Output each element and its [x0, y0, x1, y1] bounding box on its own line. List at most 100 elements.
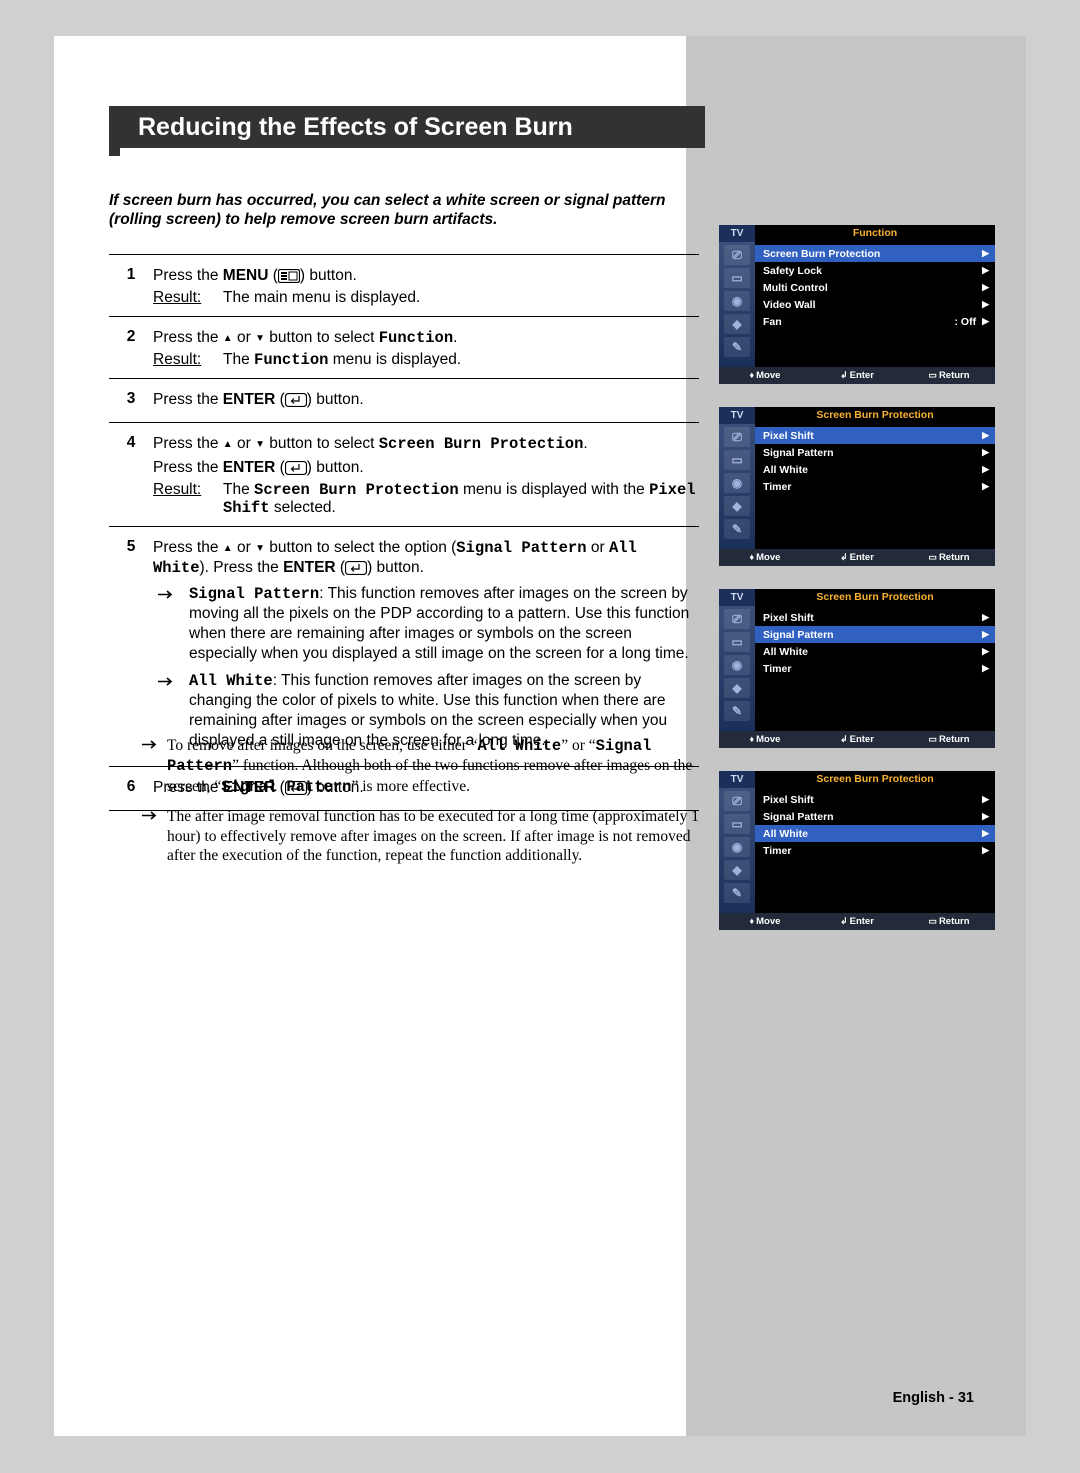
- chevron-right-icon: ▶: [982, 464, 989, 475]
- chevron-right-icon: ▶: [982, 794, 989, 805]
- tv-menu-item[interactable]: Timer▶: [755, 842, 995, 859]
- tv-menu-item[interactable]: All White▶: [755, 643, 995, 660]
- chevron-right-icon: ▶: [982, 299, 989, 310]
- tv-footer-enter: ↲Enter: [811, 367, 903, 384]
- result-text: The Function menu is displayed.: [223, 351, 461, 369]
- tv-side-icon: ◆: [724, 496, 750, 516]
- step-line: Press the or button to select the option…: [153, 538, 699, 578]
- tv-icon-strip: ⎚▭◉◆✎: [719, 242, 755, 367]
- tv-empty-row: [755, 694, 995, 711]
- chevron-right-icon: ▶: [982, 265, 989, 276]
- tv-empty-row: [755, 495, 995, 512]
- tv-icon-strip: ⎚ ▭ ◉ ◆ ✎: [719, 424, 755, 549]
- tv-menu-item[interactable]: Timer▶: [755, 478, 995, 495]
- tv-empty-row: [755, 876, 995, 893]
- tv-menu-item[interactable]: Video Wall▶: [755, 296, 995, 313]
- tv-side-icon: ◆: [724, 678, 750, 698]
- tv-menu-item[interactable]: Fan: Off▶: [755, 313, 995, 330]
- result-text: The main menu is displayed.: [223, 289, 420, 307]
- result-text: The Screen Burn Protection menu is displ…: [223, 481, 699, 517]
- tv-empty-row: [755, 512, 995, 529]
- note-arrow-icon: [109, 736, 167, 797]
- tv-menu-item[interactable]: Screen Burn Protection▶: [755, 245, 995, 262]
- tv-menu-item[interactable]: Signal Pattern▶: [755, 626, 995, 643]
- tv-side-icon: ◉: [724, 473, 750, 493]
- tv-menu-item[interactable]: All White▶: [755, 825, 995, 842]
- bullet-arrow-icon: [153, 584, 189, 665]
- step-row: 5Press the or button to select the optio…: [109, 534, 699, 759]
- tv-side-icon: ▭: [724, 814, 750, 834]
- tv-side-icon: ◉: [724, 655, 750, 675]
- tv-menu-item[interactable]: Timer▶: [755, 660, 995, 677]
- chevron-right-icon: ▶: [982, 646, 989, 657]
- tv-menu-item[interactable]: Pixel Shift▶: [755, 427, 995, 444]
- tv-empty-row: [755, 529, 995, 546]
- step-line: Press the or button to select Screen Bur…: [153, 434, 699, 454]
- step-row: 1Press the MENU () button.Result:The mai…: [109, 262, 699, 309]
- step-line: Press the ENTER () button.: [153, 390, 699, 410]
- tv-header-title: Function: [755, 225, 995, 242]
- tv-menu-item[interactable]: Multi Control▶: [755, 279, 995, 296]
- tv-side-icon: ◆: [724, 314, 750, 334]
- tv-menu-item[interactable]: Signal Pattern▶: [755, 808, 995, 825]
- step-row: 2Press the or button to select Function.…: [109, 324, 699, 371]
- page-title: Reducing the Effects of Screen Burn: [120, 106, 705, 148]
- chevron-right-icon: ▶: [982, 430, 989, 441]
- tv-side-icon: ▭: [724, 632, 750, 652]
- tv-footer-move: ♦Move: [719, 731, 811, 748]
- tv-empty-row: [755, 859, 995, 876]
- chevron-right-icon: ▶: [982, 845, 989, 856]
- tv-footer-return: ▭Return: [903, 731, 995, 748]
- result-label: Result:: [153, 289, 223, 307]
- notes-list: To remove after images on the screen, us…: [109, 736, 699, 875]
- steps-list: 1Press the MENU () button.Result:The mai…: [109, 247, 699, 818]
- tv-menu-item[interactable]: Signal Pattern▶: [755, 444, 995, 461]
- intro-text: If screen burn has occurred, you can sel…: [109, 191, 699, 230]
- tv-side-icon: ▭: [724, 268, 750, 288]
- tv-footer-move: ♦Move: [719, 913, 811, 930]
- tv-header-left: TV: [719, 225, 755, 242]
- tv-side-icon: ✎: [724, 701, 750, 721]
- tv-side-icon: ◉: [724, 291, 750, 311]
- chevron-right-icon: ▶: [982, 282, 989, 293]
- step-number: 4: [109, 434, 153, 516]
- tv-footer-enter: ↲Enter: [811, 549, 903, 566]
- step-line: Press the or button to select Function.: [153, 328, 699, 348]
- tv-side-icon: ⎚: [724, 427, 750, 447]
- tv-menu-item[interactable]: All White▶: [755, 461, 995, 478]
- chevron-right-icon: ▶: [982, 248, 989, 259]
- tv-side-icon: ▭: [724, 450, 750, 470]
- note-text: The after image removal function has to …: [167, 807, 699, 865]
- tv-menu-item[interactable]: Safety Lock▶: [755, 262, 995, 279]
- tv-empty-row: [755, 893, 995, 910]
- step-row: 3Press the ENTER () button.: [109, 386, 699, 415]
- tv-header-title: Screen Burn Protection: [755, 407, 995, 424]
- tv-side-icon: ✎: [724, 337, 750, 357]
- tv-header-left: TV: [719, 407, 755, 424]
- tv-footer-return: ▭Return: [903, 367, 995, 384]
- tv-empty-row: [755, 677, 995, 694]
- tv-header-title: Screen Burn Protection: [755, 589, 995, 606]
- tv-menu-box: TVScreen Burn Protection⎚▭◉◆✎Pixel Shift…: [719, 589, 995, 748]
- chevron-right-icon: ▶: [982, 629, 989, 640]
- tv-side-icon: ◆: [724, 860, 750, 880]
- tv-menu-box: TVFunction⎚▭◉◆✎Screen Burn Protection▶Sa…: [719, 225, 995, 384]
- page-number: English - 31: [893, 1390, 974, 1406]
- step-row: 4Press the or button to select Screen Bu…: [109, 430, 699, 518]
- tv-menu-box: TVScreen Burn Protection⎚▭◉◆✎Pixel Shift…: [719, 771, 995, 930]
- tv-empty-row: [755, 347, 995, 364]
- chevron-right-icon: ▶: [982, 663, 989, 674]
- tv-menu-item[interactable]: Pixel Shift▶: [755, 609, 995, 626]
- tv-menu-item[interactable]: Pixel Shift▶: [755, 791, 995, 808]
- title-tab: [109, 106, 120, 156]
- tv-side-icon: ◉: [724, 837, 750, 857]
- step-number: 5: [109, 538, 153, 757]
- tv-side-icon: ✎: [724, 519, 750, 539]
- tv-header-left: TV: [719, 771, 755, 788]
- chevron-right-icon: ▶: [982, 481, 989, 492]
- tv-empty-row: [755, 711, 995, 728]
- tv-footer-move: ♦Move: [719, 367, 811, 384]
- tv-menu-box: TVScreen Burn Protection ⎚ ▭ ◉ ◆ ✎ Pixel Shift…: [719, 407, 995, 566]
- result-label: Result:: [153, 481, 223, 517]
- tv-icon-strip: ⎚▭◉◆✎: [719, 606, 755, 731]
